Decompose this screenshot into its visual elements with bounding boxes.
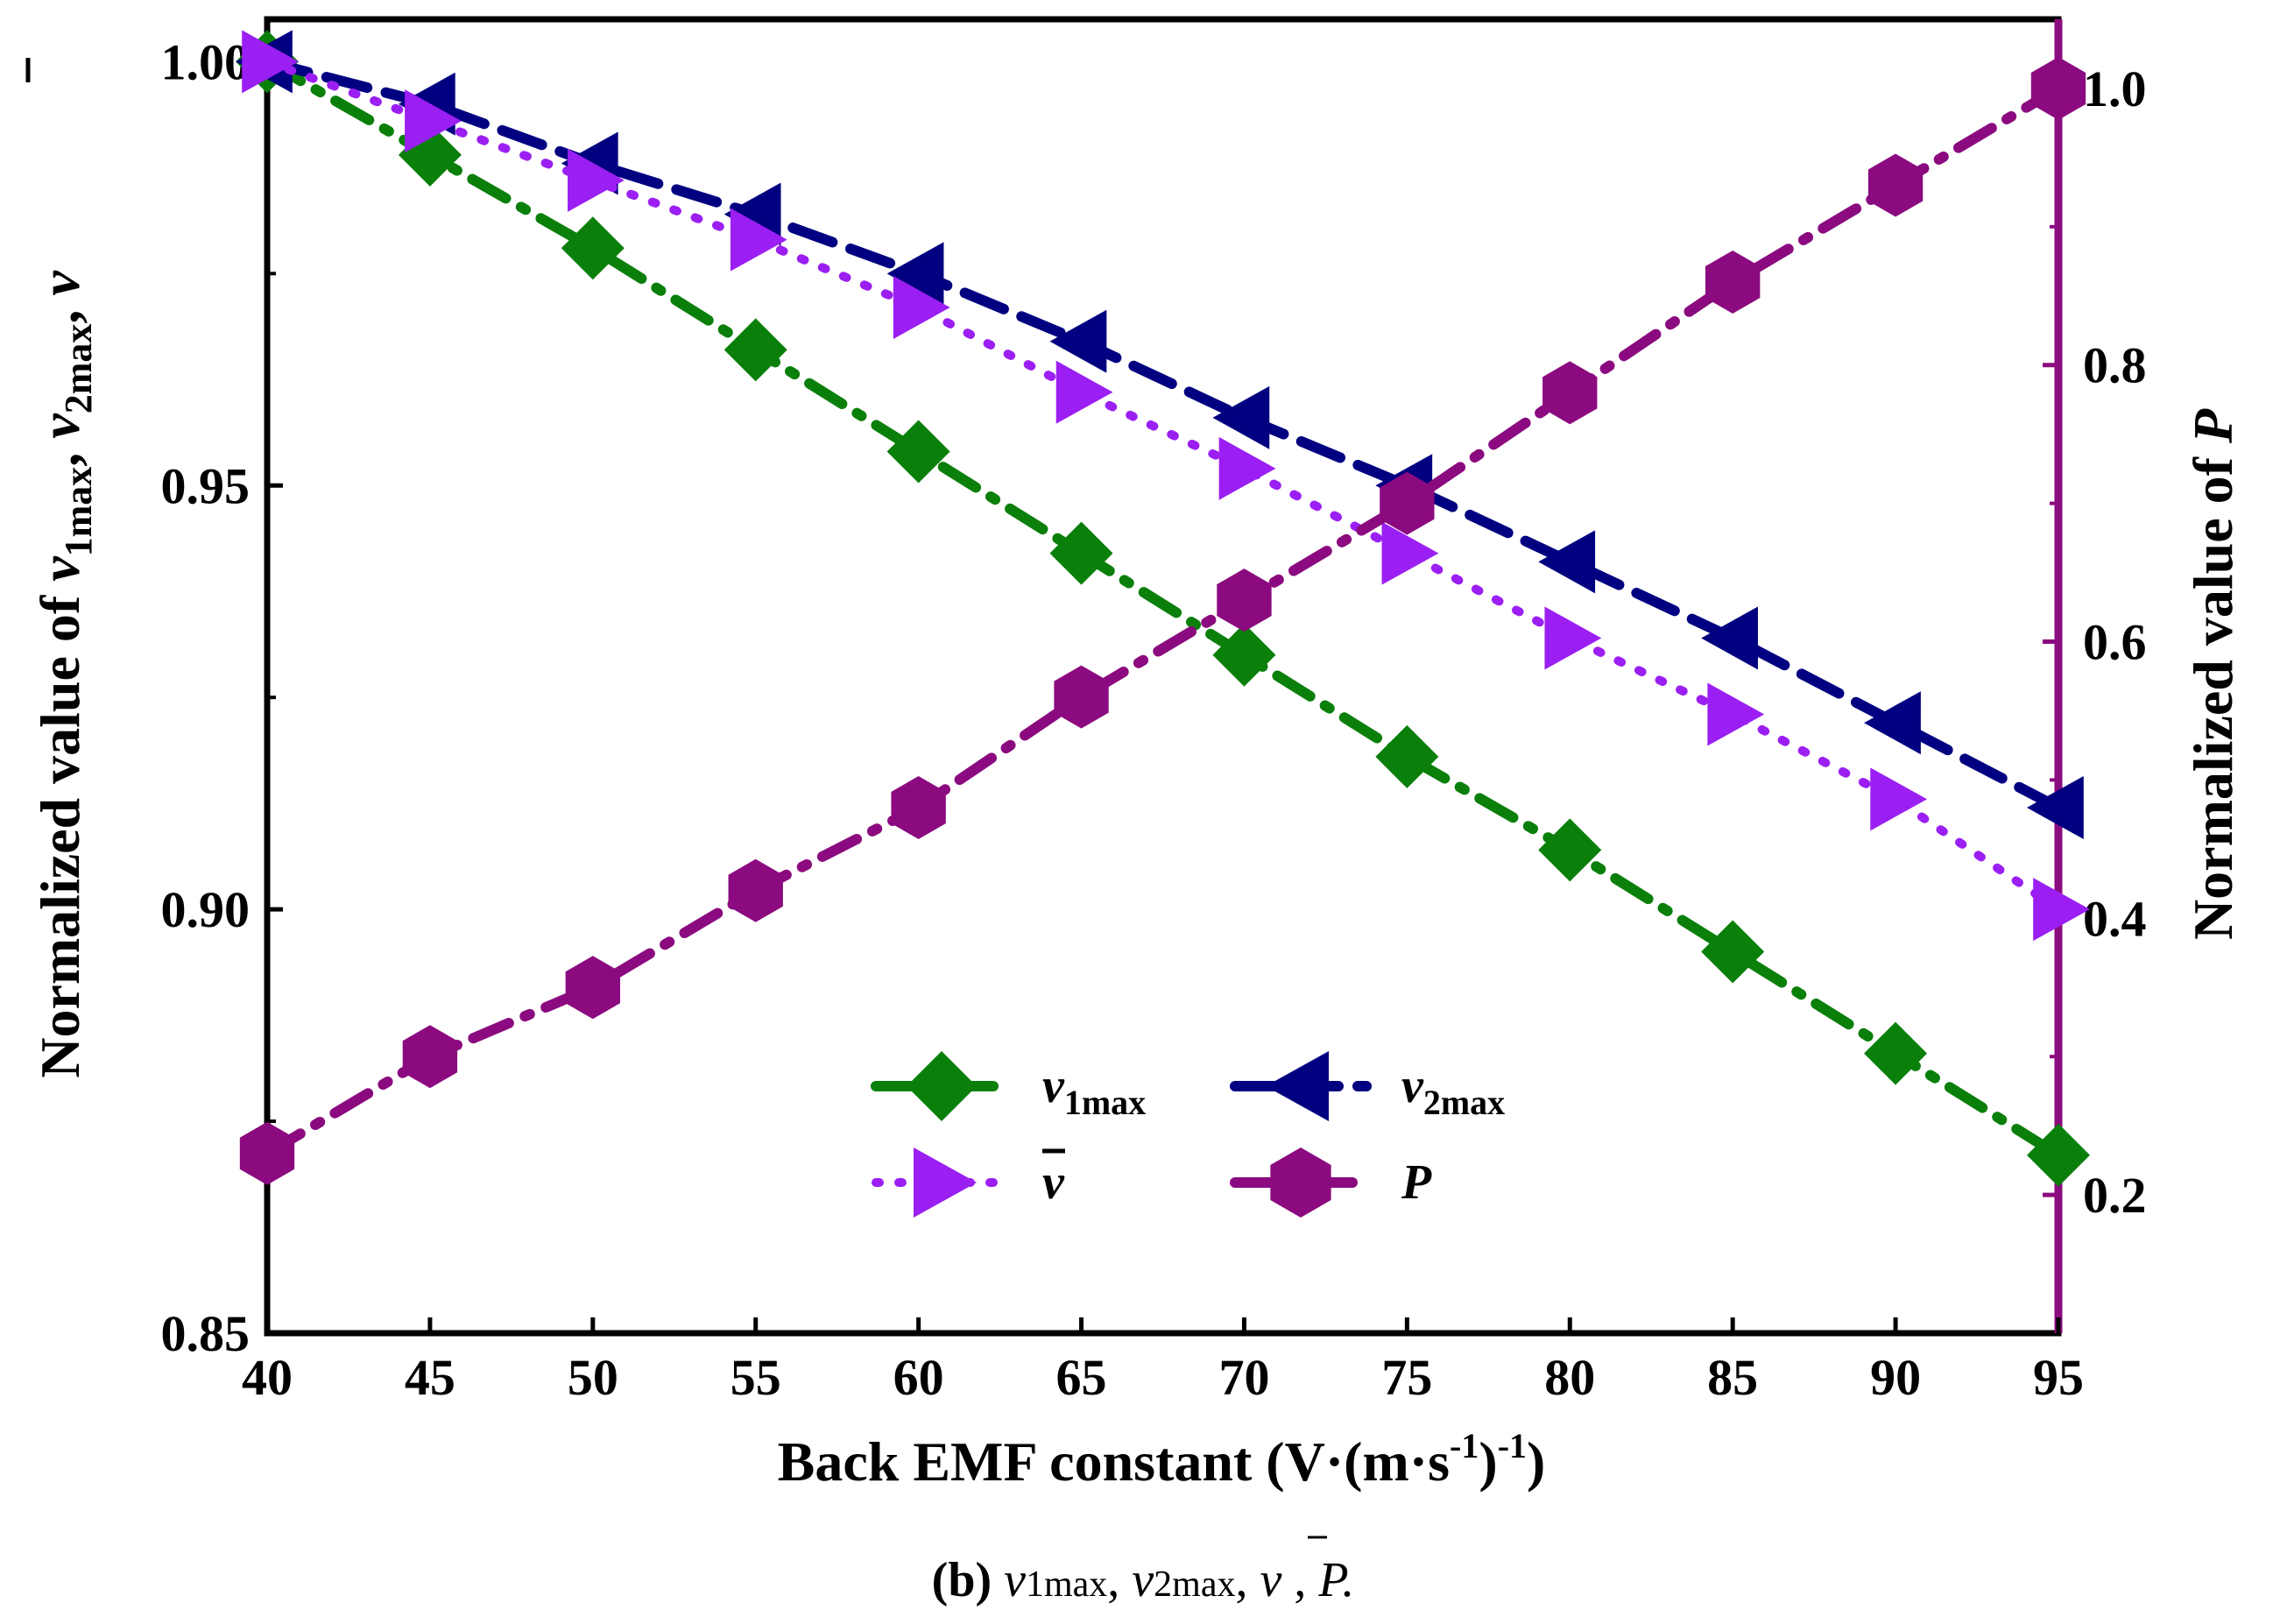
data-point [1542,361,1598,425]
data-point [242,30,299,94]
series-line [263,57,2063,914]
data-point [2033,878,2090,942]
data-point [1055,360,1113,424]
data-point [565,956,620,1020]
legend-label: v1max [1042,1059,1146,1122]
data-point [1701,920,1765,984]
legend-entry: v [872,1147,1065,1218]
plot-frame [264,16,2062,1337]
data-point [561,216,625,280]
series-line [262,56,2064,1161]
x-tick-label: 45 [405,1349,455,1406]
data-point [1538,818,1602,882]
data-point [1707,682,1765,746]
legend-marker [1266,1051,1329,1121]
legend-entry: P [1230,1147,1432,1218]
data-point [891,776,946,839]
data-point [1867,153,1923,217]
y2-tick-label: 1.0 [2083,60,2147,117]
series-line [262,56,2064,813]
legend-marker [914,1147,977,1218]
x-tick-label: 60 [893,1349,944,1406]
y2-axis-title: Normalized value of P [2182,408,2244,940]
data-point [1054,665,1109,729]
y2-tick-label: 0.4 [2083,890,2147,947]
y2-tick-label: 0.8 [2083,337,2147,394]
legend-marker [1270,1147,1331,1218]
x-tick-label: 75 [1381,1349,1432,1406]
data-point [1049,309,1107,373]
y-tick-label: 1.00 [161,33,251,90]
data-point [2027,1123,2090,1187]
x-tick-label: 95 [2033,1349,2084,1406]
data-point [2030,56,2086,120]
series-line [262,82,2064,1159]
data-point [893,276,950,340]
data-point [2027,776,2084,839]
data-point [1049,521,1113,585]
legend-marker [907,1051,977,1121]
data-point [724,318,787,382]
series-v1max [236,30,2090,1187]
series-v2max [236,30,2084,839]
x-tick-label: 40 [242,1349,293,1406]
data-point [1381,521,1439,585]
data-point [728,858,783,922]
legend-label: v [1042,1155,1065,1210]
data-point [1218,436,1276,500]
data-point [1212,623,1276,687]
data-point [1701,606,1758,670]
data-point [886,420,950,484]
data-point [1538,530,1596,594]
series-layer [236,30,2090,1187]
data-point [1864,691,1921,755]
x-tick-label: 50 [568,1349,618,1406]
y-tick-label: 0.90 [161,881,251,938]
x-axis-title: Back EMF constant (V·(m·s-1)-1) [778,1426,1546,1493]
data-point [1380,471,1435,535]
y-tick-label: 0.85 [161,1305,251,1362]
data-point [568,148,625,212]
x-tick-label: 65 [1056,1349,1107,1406]
data-point [1375,724,1439,788]
series-P [239,56,2086,1185]
legend: v1max v2max v P [871,1051,1505,1218]
x-tick-label: 85 [1707,1349,1758,1406]
x-tick-label: 90 [1870,1349,1921,1406]
data-point [239,1121,295,1185]
legend-entry: v2max [1230,1051,1505,1122]
data-point [1212,385,1270,449]
legend-entry: v1max [871,1051,1146,1122]
data-point [1217,568,1272,632]
data-point [1705,251,1761,314]
figure-caption: (b) v1max, v2max, v , P. [932,1553,1355,1607]
y-tick-label: 0.95 [161,457,251,514]
y2-tick-label: 0.6 [2083,614,2147,671]
x-tick-label: 55 [731,1349,781,1406]
axis-ticks: 40 45 50 55 60 65 70 75 80 85 90 950.850.900.951.00… [161,33,2147,1406]
y2-tick-label: 0.2 [2083,1167,2147,1224]
legend-label: v2max [1401,1059,1505,1122]
y-axis-title: Normalized value of v1max, v2max, v [29,271,100,1078]
data-point [405,89,462,153]
x-tick-label: 70 [1218,1349,1269,1406]
x-tick-label: 80 [1544,1349,1595,1406]
legend-label: P [1401,1155,1432,1210]
data-point [1544,606,1602,670]
series-v̄ [242,30,2090,942]
data-point [1864,1021,1928,1085]
data-point [402,1025,458,1089]
data-point [1870,767,1928,831]
data-point [730,208,787,272]
data-point [886,242,944,306]
